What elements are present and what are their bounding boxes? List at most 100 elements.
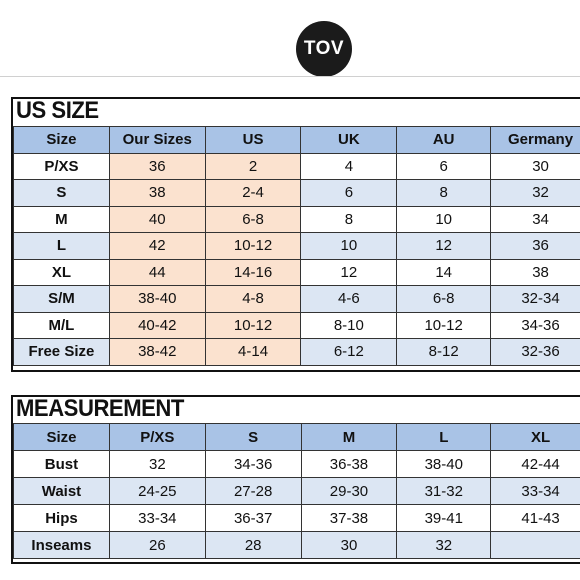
table-cell: 30 <box>490 152 580 180</box>
table-cell: 12 <box>396 232 492 260</box>
table-row: M 40 6-8 8 10 34 <box>13 205 580 233</box>
header-cell: XL <box>490 423 580 451</box>
table-cell: 39-41 <box>396 504 492 532</box>
row-label-cell: XL <box>13 258 110 286</box>
header-cell: Size <box>13 423 110 451</box>
header-cell: M <box>300 423 398 451</box>
table-cell: 32-34 <box>490 285 580 313</box>
table-cell: 34-36 <box>490 311 580 339</box>
table-cell: 36 <box>108 152 206 180</box>
row-label-cell: S <box>13 179 110 207</box>
measurement-panel: MEASUREMENT Size P/XS S M L XL Bust 32 34-… <box>11 395 580 564</box>
row-label-cell: Free Size <box>13 338 110 366</box>
table-cell: 2-4 <box>204 179 302 207</box>
header-cell: S <box>204 423 302 451</box>
table-cell: 33-34 <box>108 504 206 532</box>
table-cell: 8 <box>300 205 398 233</box>
header-cell: P/XS <box>108 423 206 451</box>
header-cell: Germany <box>490 126 580 154</box>
table-cell: 38-42 <box>108 338 206 366</box>
row-label-cell: Bust <box>13 450 110 478</box>
table-cell: 6 <box>396 152 492 180</box>
header-cell: UK <box>300 126 398 154</box>
table-cell: 10 <box>300 232 398 260</box>
table-cell: 10-12 <box>204 311 302 339</box>
table-row: Bust 32 34-36 36-38 38-40 42-44 <box>13 450 580 478</box>
table-cell <box>490 531 580 559</box>
table-cell: 32 <box>396 531 492 559</box>
table-cell: 4 <box>300 152 398 180</box>
table-cell: 8 <box>396 179 492 207</box>
table-cell: 6-8 <box>204 205 302 233</box>
table-cell: 8-10 <box>300 311 398 339</box>
table-cell: 38 <box>490 258 580 286</box>
table-cell: 12 <box>300 258 398 286</box>
table-row: S 38 2-4 6 8 32 <box>13 179 580 207</box>
table-cell: 26 <box>108 531 206 559</box>
table-cell: 31-32 <box>396 477 492 505</box>
table-cell: 42-44 <box>490 450 580 478</box>
measurement-header-row: Size P/XS S M L XL <box>13 423 580 451</box>
table-cell: 38-40 <box>396 450 492 478</box>
table-row: P/XS 36 2 4 6 30 <box>13 152 580 180</box>
table-cell: 36 <box>490 232 580 260</box>
row-label-cell: Hips <box>13 504 110 532</box>
table-cell: 32-36 <box>490 338 580 366</box>
table-cell: 32 <box>108 450 206 478</box>
table-cell: 6-8 <box>396 285 492 313</box>
table-cell: 42 <box>108 232 206 260</box>
table-row: Waist 24-25 27-28 29-30 31-32 33-34 <box>13 477 580 505</box>
measurement-table: Size P/XS S M L XL Bust 32 34-36 36-38 38-40… <box>13 423 580 559</box>
table-cell: 30 <box>300 531 398 559</box>
table-cell: 14 <box>396 258 492 286</box>
header-divider <box>0 76 580 77</box>
table-cell: 28 <box>204 531 302 559</box>
us-size-table: Size Our Sizes US UK AU Germany P/XS 36 2 4… <box>13 126 580 366</box>
table-cell: 38-40 <box>108 285 206 313</box>
row-label-cell: M/L <box>13 311 110 339</box>
table-cell: 4-14 <box>204 338 302 366</box>
table-row: Inseams 26 28 30 32 <box>13 531 580 559</box>
row-label-cell: Waist <box>13 477 110 505</box>
us-size-header-row: Size Our Sizes US UK AU Germany <box>13 126 580 154</box>
table-row: Free Size 38-42 4-14 6-12 8-12 32-36 <box>13 338 580 366</box>
table-cell: 4-6 <box>300 285 398 313</box>
header-cell: Size <box>13 126 110 154</box>
table-cell: 4-8 <box>204 285 302 313</box>
header-cell: Our Sizes <box>108 126 206 154</box>
header-cell: L <box>396 423 492 451</box>
table-row: Hips 33-34 36-37 37-38 39-41 41-43 <box>13 504 580 532</box>
header-cell: AU <box>396 126 492 154</box>
table-cell: 29-30 <box>300 477 398 505</box>
measurement-title: MEASUREMENT <box>16 395 184 422</box>
table-row: XL 44 14-16 12 14 38 <box>13 258 580 286</box>
table-row: L 42 10-12 10 12 36 <box>13 232 580 260</box>
table-cell: 2 <box>204 152 302 180</box>
table-cell: 37-38 <box>300 504 398 532</box>
table-cell: 38 <box>108 179 206 207</box>
table-cell: 40-42 <box>108 311 206 339</box>
table-cell: 32 <box>490 179 580 207</box>
table-row: M/L 40-42 10-12 8-10 10-12 34-36 <box>13 311 580 339</box>
table-cell: 6-12 <box>300 338 398 366</box>
brand-logo: TOV <box>296 21 352 77</box>
table-cell: 33-34 <box>490 477 580 505</box>
us-size-title: US SIZE <box>16 97 99 124</box>
row-label-cell: S/M <box>13 285 110 313</box>
table-cell: 10 <box>396 205 492 233</box>
table-cell: 36-37 <box>204 504 302 532</box>
table-cell: 36-38 <box>300 450 398 478</box>
table-cell: 40 <box>108 205 206 233</box>
row-label-cell: L <box>13 232 110 260</box>
table-cell: 44 <box>108 258 206 286</box>
table-cell: 34 <box>490 205 580 233</box>
table-cell: 34-36 <box>204 450 302 478</box>
row-label-cell: M <box>13 205 110 233</box>
us-size-panel: US SIZE Size Our Sizes US UK AU Germany … <box>11 97 580 372</box>
table-cell: 10-12 <box>396 311 492 339</box>
table-cell: 6 <box>300 179 398 207</box>
row-label-cell: P/XS <box>13 152 110 180</box>
table-cell: 10-12 <box>204 232 302 260</box>
table-cell: 24-25 <box>108 477 206 505</box>
table-cell: 41-43 <box>490 504 580 532</box>
